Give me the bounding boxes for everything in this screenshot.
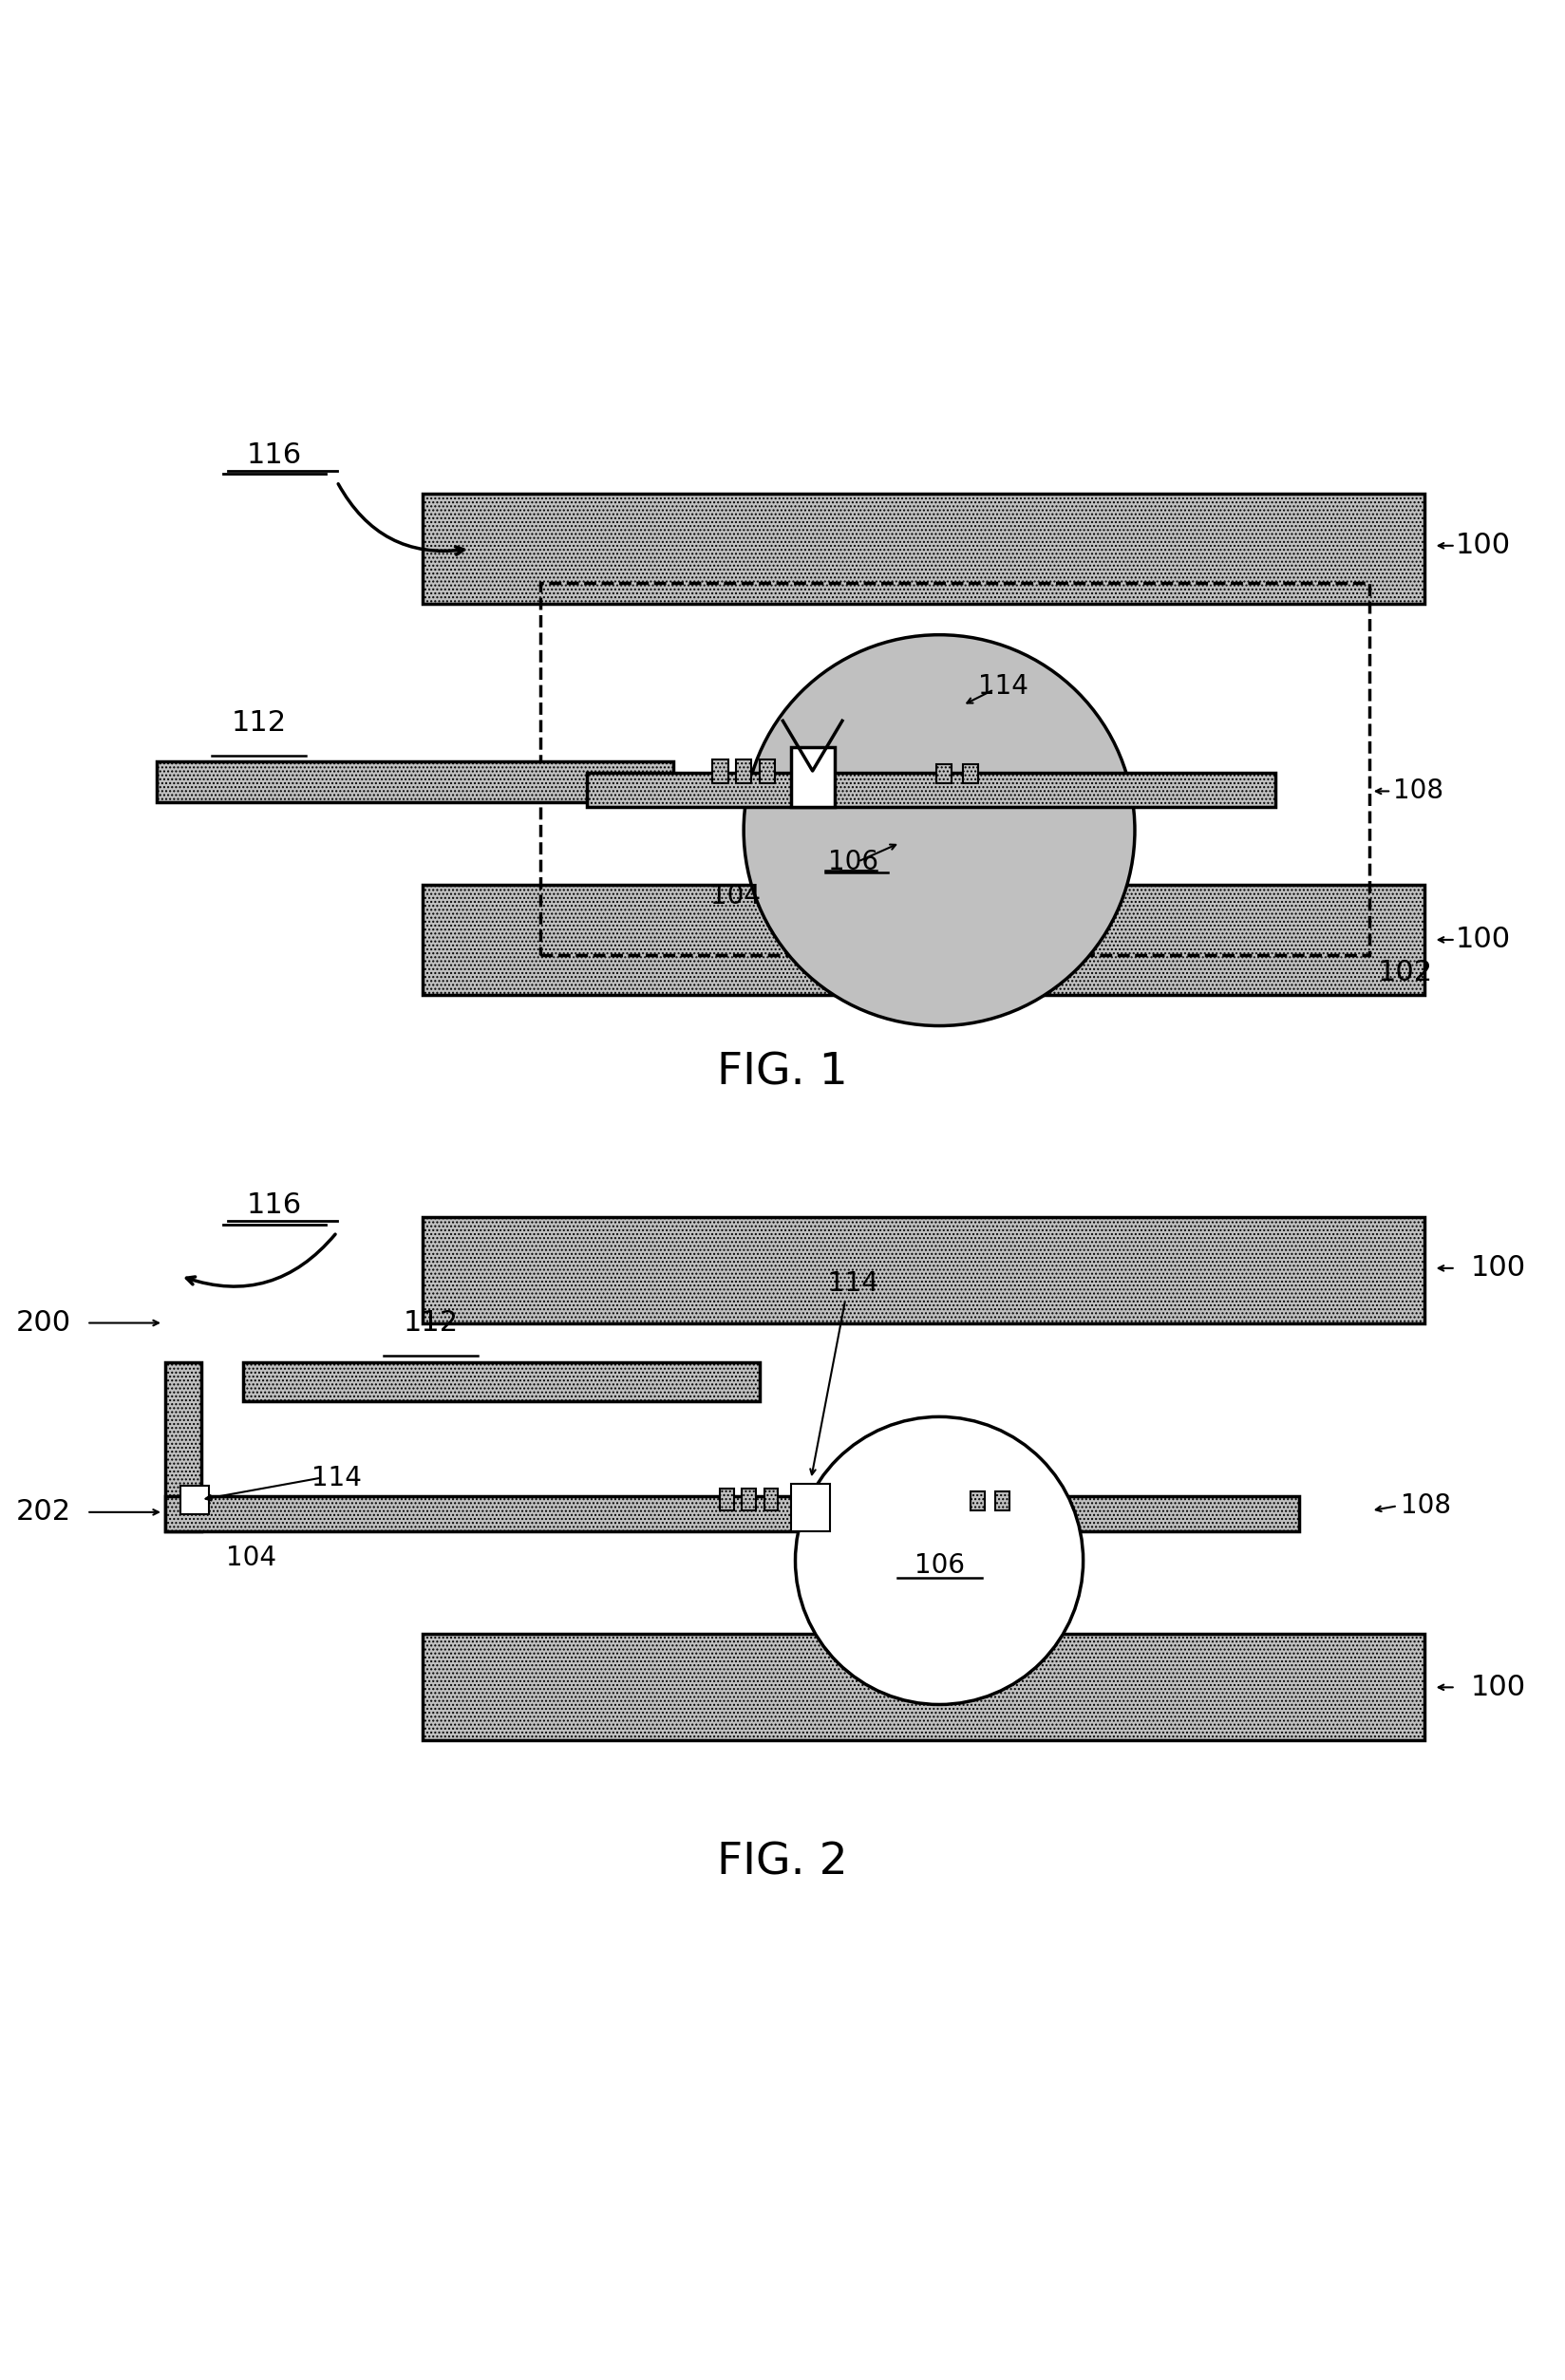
Text: 202: 202 [16, 1499, 70, 1526]
Bar [423, 495, 1424, 605]
Text: 200: 200 [16, 1309, 70, 1338]
Text: 112: 112 [404, 1309, 459, 1338]
Bar [712, 759, 728, 783]
Bar [540, 583, 1369, 954]
Bar [423, 885, 1424, 995]
Circle shape [743, 635, 1135, 1026]
Text: 102: 102 [1377, 959, 1432, 985]
Text: 100: 100 [1455, 531, 1510, 559]
Circle shape [795, 1416, 1083, 1704]
Text: 100: 100 [1471, 1673, 1526, 1702]
Text: 108: 108 [1401, 1492, 1451, 1518]
Text: 104: 104 [711, 883, 761, 909]
Text: 106: 106 [828, 847, 878, 876]
Text: 114: 114 [311, 1464, 362, 1490]
Bar [587, 774, 1275, 807]
Bar [962, 764, 978, 783]
Text: 112: 112 [232, 709, 286, 735]
Bar [742, 1490, 756, 1511]
Bar [720, 1490, 734, 1511]
Bar [764, 1490, 778, 1511]
Text: 116: 116 [247, 1192, 302, 1219]
Bar [936, 764, 952, 783]
Bar [164, 1361, 200, 1530]
Text: 114: 114 [978, 674, 1028, 700]
Bar [759, 759, 775, 783]
Text: 100: 100 [1455, 926, 1510, 954]
Text: 116: 116 [247, 440, 302, 469]
Bar [736, 759, 751, 783]
Text: 100: 100 [1471, 1254, 1526, 1283]
Text: 104: 104 [225, 1545, 275, 1571]
Text: 108: 108 [1393, 778, 1443, 804]
Text: FIG. 2: FIG. 2 [717, 1842, 848, 1885]
Text: 106: 106 [914, 1552, 964, 1578]
Bar [164, 1497, 1299, 1530]
Bar [423, 1635, 1424, 1740]
Bar [423, 1216, 1424, 1323]
Bar [970, 1492, 984, 1511]
Bar [995, 1492, 1009, 1511]
FancyArrowPatch shape [338, 483, 463, 555]
Text: FIG. 1: FIG. 1 [717, 1052, 848, 1095]
Bar [790, 1485, 829, 1530]
Bar [243, 1361, 759, 1402]
Bar [156, 762, 673, 802]
Text: 114: 114 [828, 1271, 878, 1297]
Bar [790, 747, 834, 807]
FancyArrowPatch shape [186, 1235, 335, 1288]
Bar [180, 1485, 208, 1514]
